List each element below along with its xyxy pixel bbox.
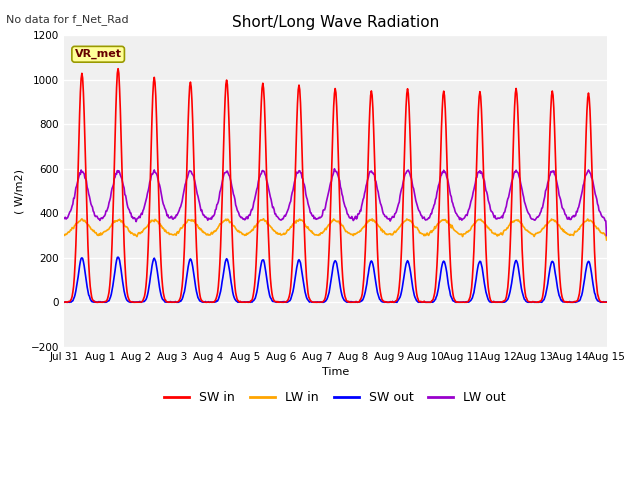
LW out [179,193,187,199]
LW out [603,233,611,239]
LW out [554,183,561,189]
LW out [60,216,68,222]
Line: LW in: LW in [64,219,607,240]
SW out [114,254,122,260]
Text: VR_met: VR_met [75,49,122,60]
LW in [603,237,611,243]
LW out [380,212,388,217]
SW in [328,148,336,154]
LW in [380,228,388,234]
SW in [61,300,68,305]
LW out [331,166,339,172]
SW out [380,300,388,305]
LW in [179,224,187,229]
LW in [202,232,210,238]
SW out [203,300,211,305]
SW in [204,299,212,305]
SW in [180,245,188,251]
SW out [328,276,335,281]
Line: SW in: SW in [64,69,607,302]
LW in [60,232,68,238]
SW in [554,247,562,252]
SW in [381,300,388,305]
Text: No data for f_Net_Rad: No data for f_Net_Rad [6,14,129,25]
X-axis label: Time: Time [321,367,349,377]
LW in [554,221,561,227]
LW out [202,215,210,220]
SW out [603,299,611,305]
SW in [60,299,68,305]
LW out [327,180,335,185]
SW in [435,227,442,232]
SW out [434,289,442,295]
LW in [328,219,335,225]
LW in [260,216,268,222]
LW out [434,187,442,192]
Line: LW out: LW out [64,169,607,236]
Y-axis label: ( W/m2): ( W/m2) [15,168,25,214]
Title: Short/Long Wave Radiation: Short/Long Wave Radiation [232,15,439,30]
Line: SW out: SW out [64,257,607,302]
SW out [60,300,68,305]
SW in [114,66,122,72]
SW out [180,291,188,297]
SW in [603,299,611,305]
LW in [434,221,442,227]
SW out [554,286,561,291]
Legend: SW in, LW in, SW out, LW out: SW in, LW in, SW out, LW out [159,386,511,409]
